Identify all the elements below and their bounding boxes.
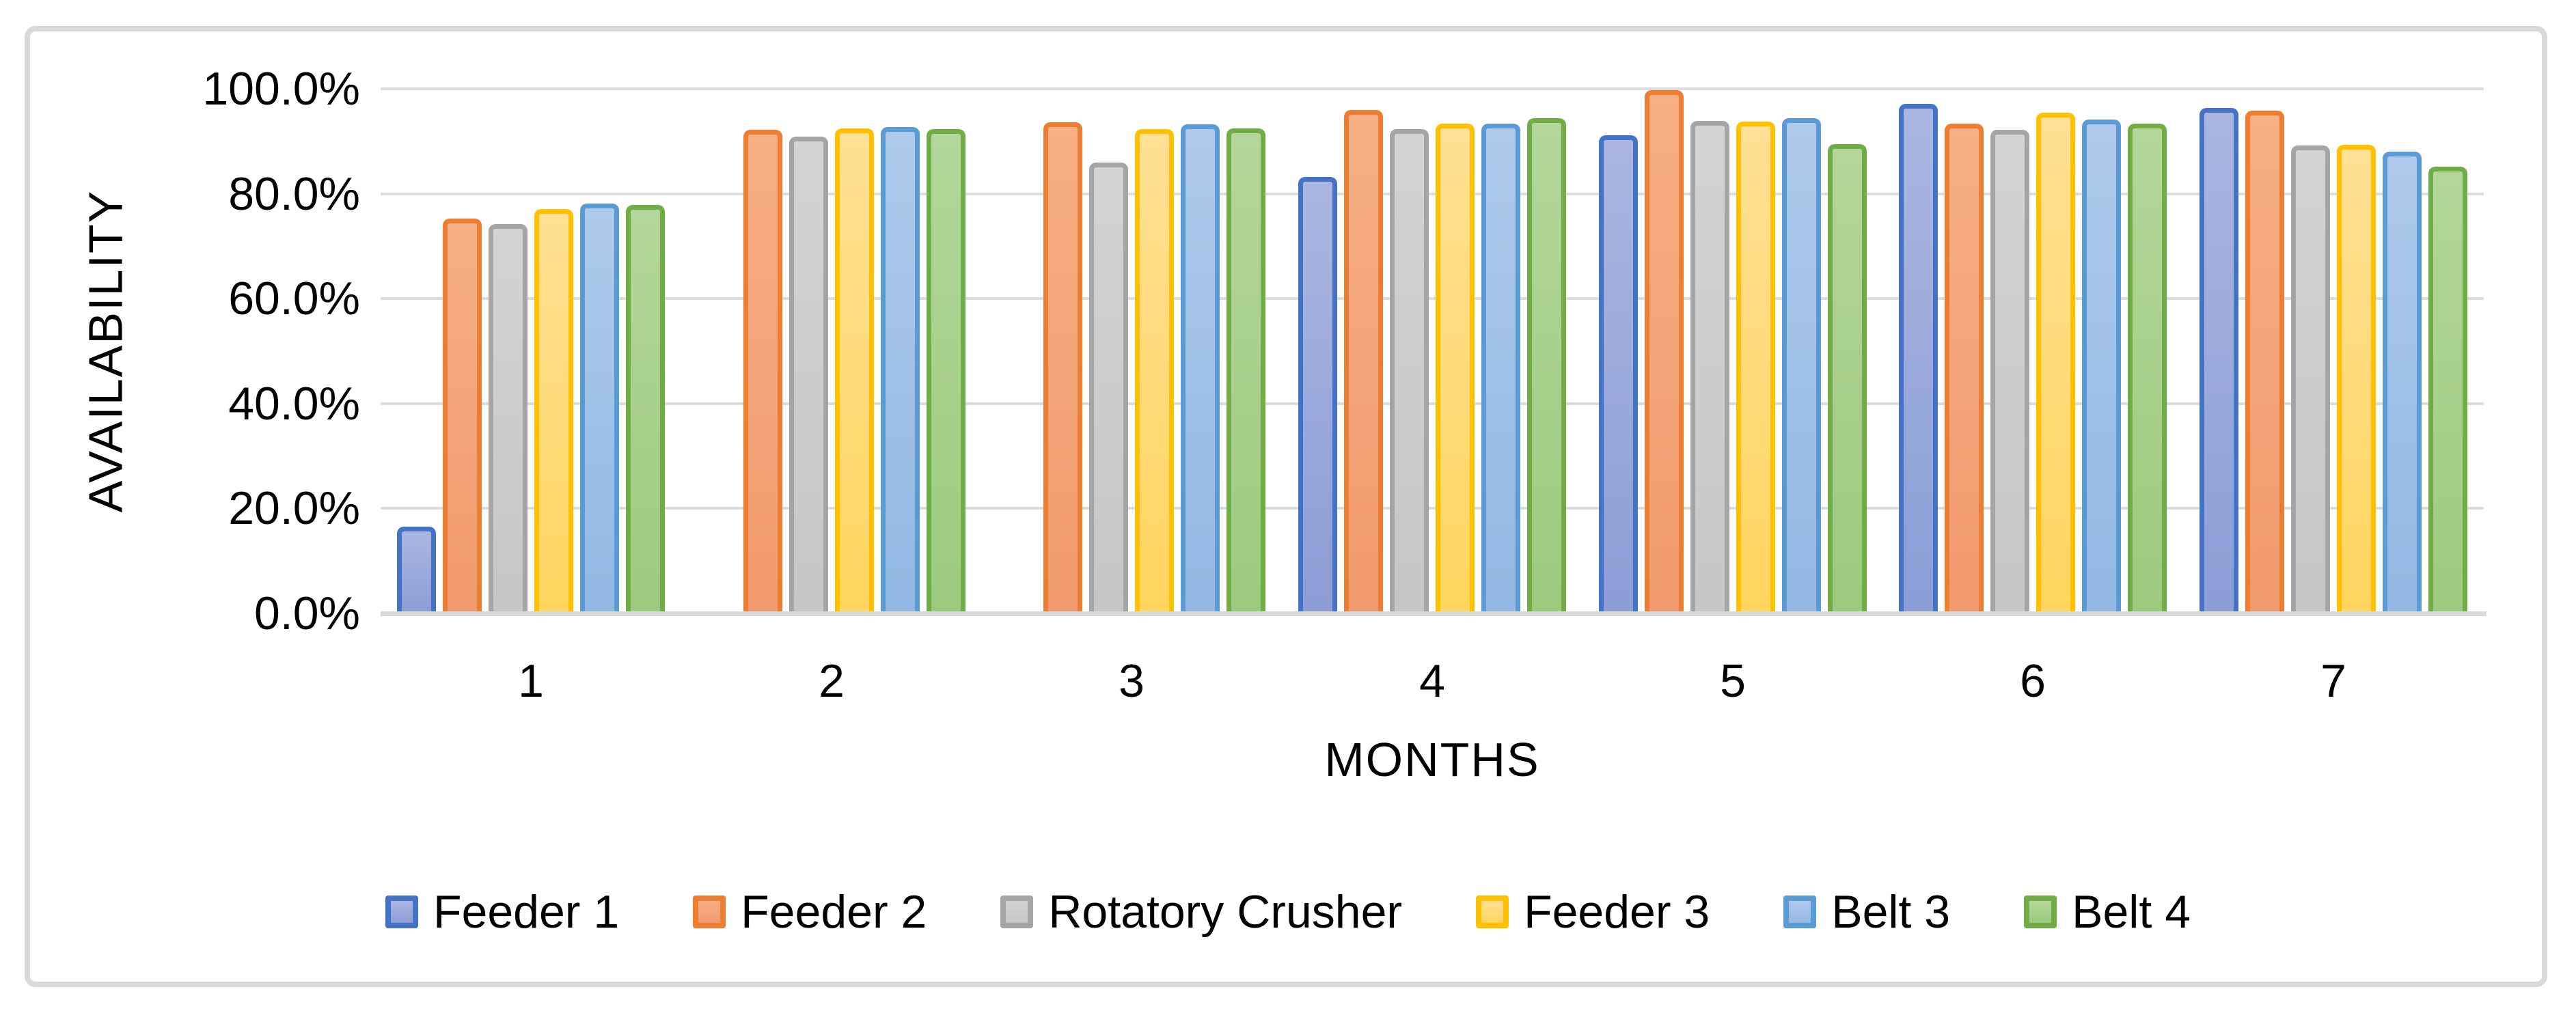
- bar-belt-3-month-6: [2082, 120, 2122, 613]
- x-category-label-4: 4: [1419, 655, 1445, 707]
- bar-belt-4-month-2: [926, 129, 965, 613]
- bar-group-month-4: [1282, 89, 1582, 613]
- bar-feeder-2-month-6: [1945, 124, 1984, 613]
- bar-feeder-2-month-4: [1344, 110, 1384, 613]
- bar-group-month-2: [681, 89, 982, 613]
- legend-swatch-icon-belt-4: [2024, 896, 2057, 928]
- y-tick-label-100: 100.0%: [202, 63, 360, 115]
- legend-label-belt-3: Belt 3: [1831, 886, 1951, 938]
- bar-feeder-3-month-5: [1736, 122, 1775, 613]
- bar-feeder-3-month-4: [1436, 124, 1475, 613]
- legend-label-belt-4: Belt 4: [2072, 886, 2191, 938]
- bar-belt-3-month-2: [880, 127, 920, 613]
- bar-rotatory-crusher-month-1: [488, 224, 527, 613]
- y-tick-label-0: 0.0%: [254, 587, 360, 639]
- bar-feeder-2-month-1: [442, 219, 482, 613]
- bar-feeder-1-month-6: [1899, 104, 1938, 613]
- bar-belt-3-month-3: [1181, 124, 1220, 613]
- bar-belt-4-month-7: [2428, 167, 2468, 613]
- bar-belt-3-month-5: [1781, 118, 1821, 613]
- gridline-60: [381, 297, 2484, 300]
- bar-belt-3-month-1: [579, 204, 619, 613]
- bar-group-month-7: [2183, 89, 2484, 613]
- y-tick-label-40: 40.0%: [228, 378, 360, 430]
- bar-groups-container: [381, 89, 2484, 613]
- bar-group-month-3: [981, 89, 1282, 613]
- bar-feeder-1-month-4: [1298, 177, 1338, 613]
- legend-item-belt-4: Belt 4: [2024, 885, 2191, 939]
- legend-swatch-icon-feeder-1: [385, 896, 418, 928]
- bar-feeder-3-month-2: [834, 128, 874, 613]
- bar-feeder-1-month-7: [2200, 108, 2239, 613]
- bar-feeder-2-month-3: [1043, 122, 1083, 613]
- gridline-40: [381, 402, 2484, 405]
- bar-feeder-3-month-3: [1135, 129, 1175, 613]
- bar-feeder-2-month-5: [1644, 90, 1684, 613]
- legend-item-feeder-2: Feeder 2: [693, 885, 927, 939]
- bar-belt-3-month-7: [2383, 152, 2422, 613]
- bar-belt-4-month-3: [1227, 128, 1266, 613]
- gridline-100: [381, 87, 2484, 90]
- bar-rotatory-crusher-month-2: [789, 137, 828, 613]
- bar-belt-4-month-1: [625, 205, 665, 613]
- bar-rotatory-crusher-month-7: [2291, 145, 2331, 613]
- legend-swatch-icon-feeder-3: [1476, 896, 1509, 928]
- x-category-label-1: 1: [518, 655, 544, 707]
- bar-belt-3-month-4: [1481, 124, 1521, 613]
- legend-item-feeder-1: Feeder 1: [385, 885, 619, 939]
- gridline-20: [381, 507, 2484, 510]
- x-axis-title: MONTHS: [1324, 733, 1540, 786]
- bar-belt-4-month-6: [2128, 124, 2167, 613]
- legend-item-feeder-3: Feeder 3: [1476, 885, 1710, 939]
- legend-item-belt-3: Belt 3: [1783, 885, 1950, 939]
- plot-area: [381, 87, 2484, 613]
- bar-rotatory-crusher-month-4: [1390, 129, 1429, 613]
- x-category-label-3: 3: [1119, 655, 1145, 707]
- legend-swatch-icon-belt-3: [1783, 896, 1817, 928]
- bar-group-month-5: [1582, 89, 1883, 613]
- bar-feeder-3-month-1: [534, 209, 573, 613]
- legend-swatch-icon-rotatory-crusher: [1000, 896, 1034, 928]
- legend-swatch-icon-feeder-2: [693, 896, 726, 928]
- legend-label-feeder-2: Feeder 2: [741, 886, 927, 938]
- legend-label-rotatory-crusher: Rotatory Crusher: [1048, 886, 1403, 938]
- x-category-label-5: 5: [1720, 655, 1746, 707]
- bar-feeder-3-month-7: [2337, 145, 2376, 613]
- legend-label-feeder-3: Feeder 3: [1524, 886, 1710, 938]
- bar-group-month-6: [1883, 89, 2184, 613]
- bar-feeder-2-month-7: [2245, 111, 2285, 613]
- legend-item-rotatory-crusher: Rotatory Crusher: [1000, 885, 1402, 939]
- bar-feeder-1-month-1: [396, 527, 436, 613]
- x-axis-line: [381, 611, 2486, 616]
- y-tick-label-60: 60.0%: [228, 273, 360, 324]
- x-category-label-2: 2: [819, 655, 845, 707]
- y-axis-title-text: AVAILABILITY: [79, 189, 132, 513]
- x-category-label-6: 6: [2020, 655, 2046, 707]
- bar-feeder-1-month-5: [1598, 135, 1638, 613]
- bar-group-month-1: [381, 89, 681, 613]
- bar-feeder-2-month-2: [743, 130, 782, 613]
- legend-label-feeder-1: Feeder 1: [433, 886, 620, 938]
- legend: Feeder 1 Feeder 2 Rotatory Crusher Feeder 3…: [0, 885, 2576, 939]
- bar-rotatory-crusher-month-5: [1690, 121, 1729, 613]
- bar-rotatory-crusher-month-6: [1990, 130, 2030, 613]
- bar-belt-4-month-4: [1527, 118, 1567, 613]
- bar-feeder-3-month-6: [2036, 113, 2076, 613]
- gridline-80: [381, 193, 2484, 195]
- bar-belt-4-month-5: [1827, 144, 1867, 613]
- y-tick-label-80: 80.0%: [228, 168, 360, 220]
- bar-rotatory-crusher-month-3: [1089, 163, 1129, 613]
- y-tick-label-20: 20.0%: [228, 482, 360, 534]
- x-category-label-7: 7: [2320, 655, 2346, 707]
